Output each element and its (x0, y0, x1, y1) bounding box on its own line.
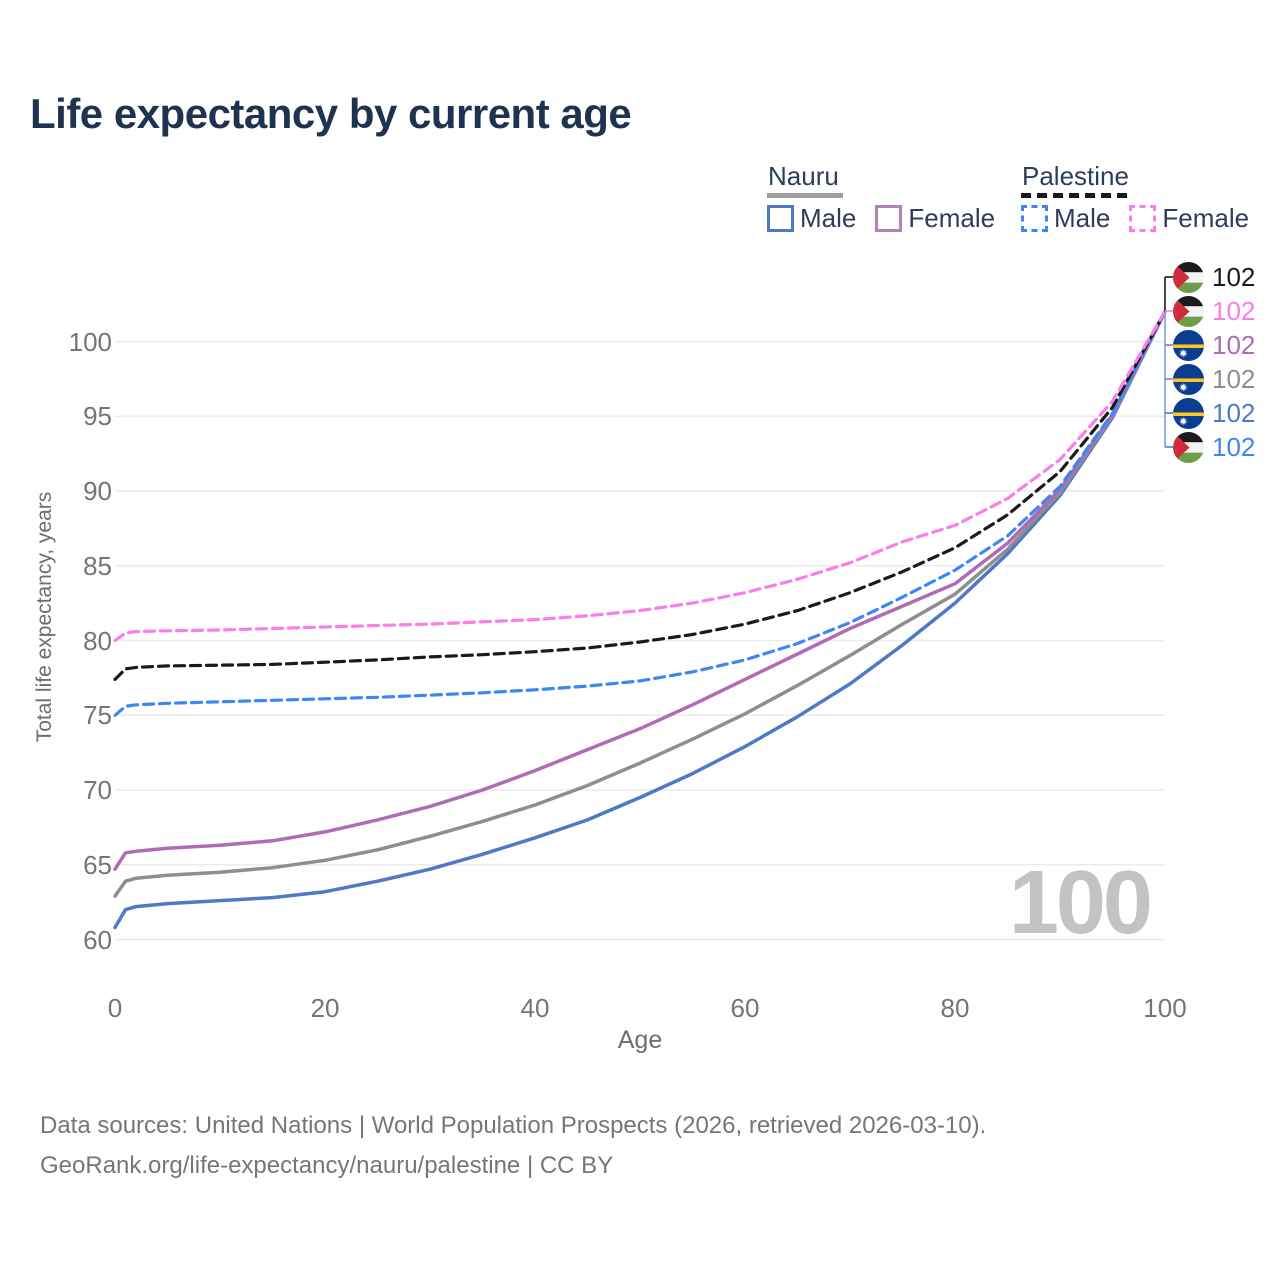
palestine-dashed-line-swatch (1021, 193, 1127, 198)
x-tick-label: 80 (940, 993, 970, 1023)
legend-items-palestine: Male Female (1021, 203, 1268, 234)
nauru-solid-line-swatch (767, 193, 843, 198)
footer: Data sources: United Nations | World Pop… (40, 1106, 986, 1186)
y-tick-label: 85 (83, 550, 112, 581)
end-label-row: 102 (1173, 396, 1255, 430)
palestine-flag-icon (1173, 295, 1204, 327)
nauru-flag-icon (1173, 329, 1204, 361)
legend-label: Male (800, 203, 857, 233)
y-tick-label: 75 (83, 700, 112, 731)
nauru-female-swatch-icon (875, 205, 903, 232)
end-label-row: 102 (1173, 362, 1255, 396)
palestine-female-swatch-icon (1129, 205, 1157, 232)
y-tick-label: 60 (83, 924, 112, 955)
y-tick-label: 100 (68, 326, 112, 357)
end-label-value: 102 (1212, 431, 1256, 462)
legend-items-nauru: Male Female (767, 203, 1014, 234)
y-tick-label: 70 (83, 775, 112, 805)
end-label-value: 102 (1212, 397, 1256, 428)
legend-item-palestine-male[interactable]: Male (1021, 203, 1110, 234)
y-tick-label: 90 (83, 476, 112, 506)
end-label-value: 102 (1212, 329, 1256, 360)
series-line-nauru-male[interactable] (113, 309, 1167, 930)
series-line-nauru-total[interactable] (113, 309, 1167, 898)
chart-title: Life expectancy by current age (30, 90, 632, 137)
legend-group-nauru-title[interactable]: Nauru (768, 161, 839, 191)
x-tick-label: 20 (310, 993, 340, 1023)
end-label-value: 102 (1212, 261, 1256, 292)
palestine-flag-icon (1173, 261, 1204, 293)
footer-data-sources: Data sources: United Nations | World Pop… (40, 1112, 987, 1139)
y-tick-label: 65 (83, 849, 112, 880)
y-tick-label: 95 (83, 401, 112, 432)
nauru-male-swatch-icon (767, 205, 794, 232)
age-counter-watermark: 100 (1008, 853, 1153, 953)
end-label-row: 102 (1173, 260, 1255, 294)
legend-item-nauru-female[interactable]: Female (875, 203, 995, 234)
legend-item-palestine-female[interactable]: Female (1129, 203, 1249, 234)
y-tick-label: 80 (83, 625, 112, 656)
end-label-row: 102 (1173, 328, 1255, 362)
end-label-value: 102 (1212, 295, 1256, 326)
footer-attribution: GeoRank.org/life-expectancy/nauru/palest… (40, 1152, 614, 1179)
x-tick-label: 60 (730, 993, 760, 1023)
nauru-flag-icon (1173, 363, 1204, 395)
legend-label: Female (908, 203, 996, 233)
legend-label: Female (1162, 203, 1250, 233)
legend-group-palestine-title[interactable]: Palestine (1022, 161, 1129, 191)
series-line-palestine-total[interactable] (113, 310, 1167, 682)
series-line-palestine-male[interactable] (113, 310, 1167, 717)
legend-label: Male (1054, 203, 1111, 233)
nauru-flag-icon (1173, 397, 1204, 429)
palestine-male-swatch-icon (1021, 205, 1048, 232)
end-label-row: 102 (1173, 294, 1255, 328)
series-line-palestine-female[interactable] (113, 310, 1167, 643)
end-label-value: 102 (1212, 363, 1256, 394)
palestine-flag-icon (1173, 431, 1204, 463)
x-tick-label: 100 (1143, 993, 1187, 1023)
x-tick-label: 40 (520, 993, 550, 1023)
x-axis-title: Age (617, 1026, 663, 1054)
x-tick-label: 0 (107, 993, 123, 1023)
legend-item-nauru-male[interactable]: Male (767, 203, 856, 234)
series-line-nauru-female[interactable] (113, 309, 1167, 871)
end-label-row: 102 (1173, 430, 1255, 464)
